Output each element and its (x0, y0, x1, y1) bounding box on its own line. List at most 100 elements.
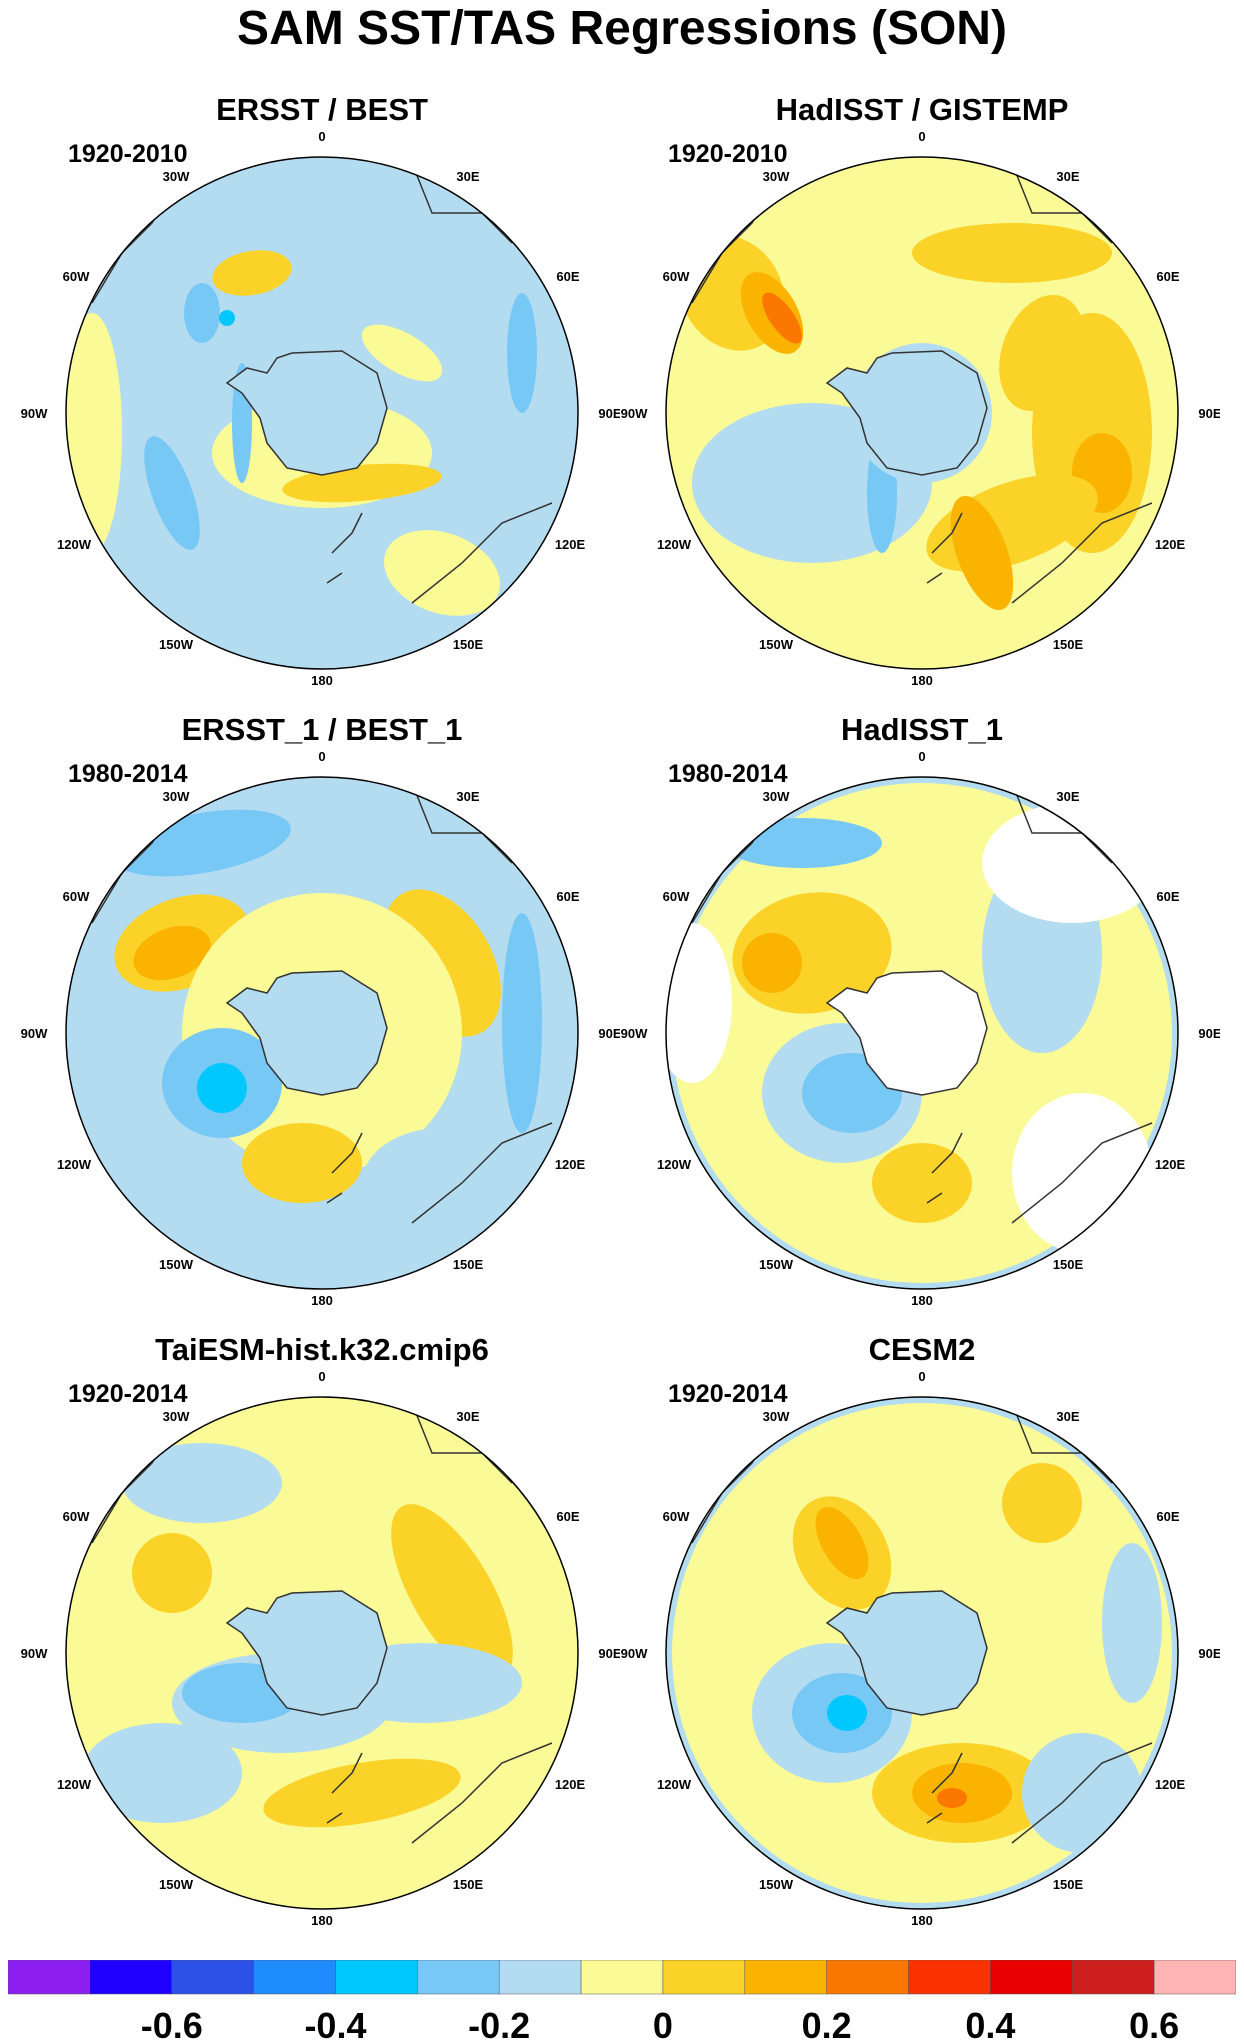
lon-label-right_low: 120E (1155, 1157, 1186, 1172)
africa-coastline (1011, 782, 1113, 864)
colorbar-segment (335, 1960, 418, 1995)
new-zealand-coastline (926, 512, 963, 584)
lon-label-right: 90E (1198, 1026, 1220, 1041)
anomaly-region (144, 436, 200, 550)
anomaly-region (362, 1128, 522, 1238)
regression-field (66, 157, 578, 669)
lon-label-upper_left: 30W (163, 789, 190, 804)
map-border (665, 1396, 1179, 1910)
colorbar-tick-label: -0.6 (141, 2005, 203, 2042)
colorbar-tick-label: -0.2 (468, 2005, 530, 2042)
map-border (65, 776, 579, 1290)
anomaly-region (66, 313, 122, 553)
colorbar-segment (908, 1960, 991, 1995)
anomaly-region (263, 1758, 461, 1828)
australia-coastline (411, 1742, 553, 1844)
panel-period: 1980-2014 (68, 760, 188, 788)
new-zealand-coastline (326, 1132, 363, 1204)
colorbar-segment (253, 1960, 336, 1995)
lon-label-top: 0 (318, 129, 325, 144)
australia-coastline (411, 1122, 553, 1224)
lon-label-upper_left: 30W (163, 1409, 190, 1424)
colorbar-tick-label: 0.2 (802, 2005, 852, 2042)
anomaly-region (132, 1533, 212, 1613)
lon-label-bottom: 180 (911, 1913, 933, 1928)
lon-label-upper_left: 30W (763, 1409, 790, 1424)
lon-label-left_low: 120W (57, 1777, 92, 1792)
regression-field (66, 777, 578, 1289)
lon-label-left_high: 60W (663, 269, 690, 284)
colorbar-segment (89, 1960, 172, 1995)
panel-title: ERSST_1 / BEST_1 (182, 712, 463, 747)
new-zealand-coastline (326, 512, 363, 584)
anomaly-region (666, 923, 732, 1083)
panel-period: 1920-2010 (668, 140, 788, 168)
anomaly-region (872, 1143, 972, 1223)
colorbar-segment (171, 1960, 254, 1995)
anomaly-region (122, 1443, 282, 1523)
antarctica-coastline (225, 970, 388, 1096)
map-border (65, 1396, 579, 1910)
lon-label-bottom: 180 (311, 1913, 333, 1928)
lon-label-right_low: 120E (555, 537, 586, 552)
anomaly-region (1002, 1463, 1082, 1543)
map-panel: HadISST / GISTEMP 1920-2010 0 30W 30E 60W 60E 9… (600, 70, 1220, 690)
colorbar-segment (1153, 1960, 1236, 1995)
africa-coastline (411, 1402, 513, 1484)
lon-label-right_high: 60E (1156, 1509, 1179, 1524)
australia-coastline (1011, 502, 1153, 604)
lon-label-left_low: 120W (57, 1157, 92, 1172)
colorbar-tick-label: -0.4 (304, 2005, 366, 2042)
map-panel: ERSST / BEST 1920-2010 0 30W 30E 60W 60E 90W 90E… (0, 70, 620, 690)
map-border (665, 156, 1179, 670)
panel-title: CESM2 (869, 1332, 976, 1367)
colorbar-tick-label: 0.4 (965, 2005, 1015, 2042)
anomaly-region (197, 1063, 247, 1113)
anomaly-region (502, 913, 542, 1133)
lon-label-top: 0 (918, 749, 925, 764)
lon-label-bottom: 180 (311, 1293, 333, 1308)
lon-label-lower_left: 150W (759, 1257, 794, 1272)
lon-label-left: 90W (621, 406, 648, 421)
regression-field (66, 1397, 578, 1909)
lon-label-bottom: 180 (911, 673, 933, 688)
anomaly-region (184, 283, 220, 343)
lon-label-top: 0 (918, 1369, 925, 1384)
colorbar-segment (744, 1960, 827, 1995)
lon-label-top: 0 (918, 129, 925, 144)
lon-label-lower_right: 150E (1053, 1257, 1084, 1272)
anomaly-region (1012, 1093, 1152, 1253)
lon-label-left_high: 60W (63, 269, 90, 284)
lon-label-lower_right: 150E (453, 637, 484, 652)
map-panel: CESM2 1920-2014 0 30W 30E 60W 60E 90W 90E 120W 120… (600, 1310, 1220, 1930)
anomaly-region (242, 1123, 362, 1203)
panel-period: 1920-2010 (68, 140, 188, 168)
anomaly-region (982, 803, 1162, 923)
lon-label-right: 90E (598, 406, 620, 421)
panel-title: HadISST / GISTEMP (776, 92, 1069, 127)
anomaly-region (827, 1695, 867, 1731)
lon-label-right_low: 120E (555, 1157, 586, 1172)
colorbar: -0.6 -0.4 -0.2 0 0.2 0.4 0.6 (8, 1960, 1236, 2042)
panel-title: ERSST / BEST (216, 92, 428, 127)
africa-coastline (411, 782, 513, 864)
lon-label-right: 90E (598, 1646, 620, 1661)
lon-label-lower_left: 150W (159, 637, 194, 652)
anomaly-region (391, 1504, 513, 1682)
anomaly-region (1022, 1733, 1142, 1853)
map-panel: ERSST_1 / BEST_1 1980-2014 0 30W 30E 60W 60E 90… (0, 690, 620, 1310)
lon-label-right: 90E (598, 1026, 620, 1041)
lon-label-left_low: 120W (57, 537, 92, 552)
anomaly-region (912, 223, 1112, 283)
lon-label-lower_right: 150E (453, 1257, 484, 1272)
colorbar-segment (580, 1960, 664, 1995)
map-border (65, 156, 579, 670)
anomaly-region (762, 292, 802, 344)
colorbar-segment (8, 1960, 91, 1995)
lon-label-upper_left: 30W (763, 169, 790, 184)
map-panel: HadISST_1 1980-2014 0 30W 30E 60W 60E 90W 90E 120… (600, 690, 1220, 1310)
lon-label-right_high: 60E (556, 889, 579, 904)
lon-label-upper_left: 30W (763, 789, 790, 804)
new-zealand-coastline (926, 1752, 963, 1824)
lon-label-left_high: 60W (663, 889, 690, 904)
